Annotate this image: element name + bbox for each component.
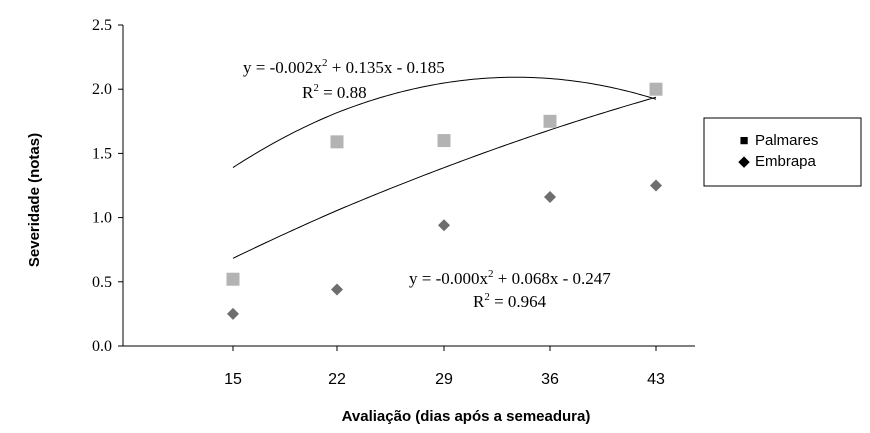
y-tick-label: 2.5 bbox=[92, 17, 112, 34]
x-tick-label: 43 bbox=[647, 371, 665, 388]
y-ticks: 0.0 0.5 1.0 1.5 2.0 2.5 bbox=[92, 17, 123, 355]
point-palmares bbox=[649, 82, 663, 96]
y-axis-title: Severidade (notas) bbox=[26, 133, 43, 267]
point-embrapa bbox=[331, 283, 343, 296]
palmares-equation: y = -0.002x2 + 0.135x - 0.185 bbox=[243, 57, 445, 77]
y-tick-label: 2.0 bbox=[92, 81, 112, 98]
legend-symbol-embrapa: ◆ bbox=[738, 153, 750, 170]
legend-label-palmares: Palmares bbox=[755, 132, 818, 149]
data-points bbox=[226, 82, 663, 320]
x-tick-label: 15 bbox=[224, 371, 242, 388]
legend-box bbox=[703, 117, 862, 187]
point-palmares bbox=[226, 272, 240, 286]
point-palmares bbox=[543, 114, 557, 128]
x-ticks: 15 22 29 36 43 bbox=[224, 346, 665, 388]
y-tick-label: 1.0 bbox=[92, 210, 112, 227]
x-tick-label: 36 bbox=[541, 371, 559, 388]
y-tick-label: 0.5 bbox=[92, 274, 112, 291]
legend: ■ Palmares ◆ Embrapa bbox=[703, 117, 862, 187]
point-embrapa bbox=[650, 179, 662, 192]
y-tick-label: 1.5 bbox=[92, 145, 112, 162]
point-embrapa bbox=[438, 219, 450, 232]
palmares-r2: R2 = 0.88 bbox=[302, 82, 367, 102]
embrapa-r2: R2 = 0.964 bbox=[473, 291, 547, 311]
fit-curves bbox=[232, 76, 657, 259]
x-tick-label: 29 bbox=[435, 371, 453, 388]
legend-symbol-palmares: ■ bbox=[739, 132, 748, 149]
point-palmares bbox=[437, 134, 451, 148]
x-tick-label: 22 bbox=[328, 371, 346, 388]
point-embrapa bbox=[227, 307, 239, 320]
fit-curve-embrapa bbox=[232, 96, 657, 259]
y-tick-label: 0.0 bbox=[92, 338, 112, 355]
x-axis-title: Avaliação (dias após a semeadura) bbox=[342, 408, 591, 425]
point-embrapa bbox=[544, 191, 556, 204]
embrapa-equation: y = -0.000x2 + 0.068x - 0.247 bbox=[409, 268, 611, 288]
legend-label-embrapa: Embrapa bbox=[755, 153, 817, 170]
fit-curve-palmares bbox=[232, 76, 657, 168]
point-palmares bbox=[330, 135, 344, 149]
